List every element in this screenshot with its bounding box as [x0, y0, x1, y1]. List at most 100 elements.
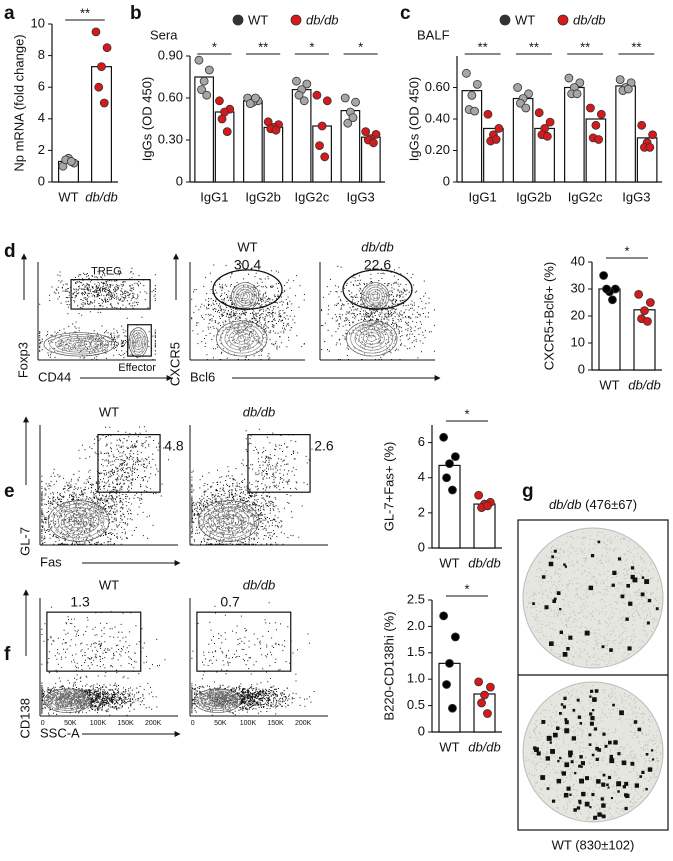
data-point [474, 490, 484, 500]
contour [193, 688, 242, 713]
gate-value: 4.8 [164, 437, 184, 453]
y-tick-label: 0 [418, 723, 425, 738]
flow-x-label: Fas [40, 554, 62, 569]
x-tick-label: WT [439, 555, 459, 570]
gate-label: TREG [91, 266, 122, 278]
x-tick-label: db/db [468, 739, 501, 754]
data-point [94, 82, 104, 92]
contour [43, 688, 92, 713]
contour [372, 293, 378, 299]
well [522, 681, 664, 823]
data-point [470, 106, 479, 116]
data-point [591, 120, 601, 130]
panel-letter: d [4, 241, 16, 262]
gate-value: 1.3 [70, 593, 90, 609]
data-point [483, 709, 492, 718]
contour [237, 335, 247, 342]
flow-x-label: SSC-A [40, 725, 80, 740]
contour [67, 340, 92, 349]
data-point [202, 90, 212, 100]
contour [218, 513, 240, 529]
data-point [102, 43, 112, 53]
data-point [299, 96, 309, 106]
event-dots [41, 606, 166, 716]
data-point [645, 142, 655, 152]
significance-label: ** [258, 39, 268, 54]
data-point [648, 130, 657, 140]
gate [70, 279, 151, 310]
bar [243, 100, 263, 183]
contour [232, 332, 251, 345]
data-point [91, 27, 101, 37]
data-point [251, 93, 260, 103]
x-tick-label: IgG1 [469, 189, 497, 204]
data-point [442, 473, 451, 483]
data-point [442, 680, 451, 689]
legend-label: db/db [573, 12, 606, 27]
y-tick-label: 0 [418, 539, 425, 554]
spots [533, 689, 655, 820]
y-tick-label: 0.40 [425, 110, 450, 125]
condition-label: WT [99, 577, 119, 592]
data-point [322, 96, 332, 106]
y-tick-label: 2.0 [407, 618, 425, 633]
contour [233, 284, 258, 309]
contour [43, 332, 116, 357]
y-tick-label: 0.5 [407, 697, 425, 712]
data-point [340, 93, 350, 103]
data-point [271, 125, 281, 135]
data-point [596, 109, 606, 119]
data-point [348, 113, 358, 122]
contour [136, 339, 141, 346]
flow-y-label: CD138 [17, 698, 32, 738]
contour [213, 510, 245, 532]
data-point [491, 135, 501, 144]
y-tick-label: 40 [571, 253, 585, 268]
flow-x-label: CD44 [38, 369, 71, 384]
contour [216, 320, 268, 357]
data-point [448, 703, 457, 713]
gate [97, 434, 161, 493]
data-point [599, 271, 609, 280]
well-label: WT (830±102) [552, 837, 635, 852]
contour [205, 694, 230, 707]
data-point [97, 62, 106, 72]
contour [358, 329, 385, 348]
y-tick-label: 10 [31, 15, 45, 30]
panel-letter: b [130, 3, 142, 24]
y-axis-label: IgGs (OD 450) [139, 77, 154, 162]
y-tick-label: 0 [176, 173, 183, 188]
y-tick-label: 4 [418, 469, 425, 484]
event-dots [39, 267, 156, 360]
data-point [483, 501, 492, 511]
contour [51, 692, 84, 709]
gate [46, 611, 142, 672]
data-point [99, 98, 109, 108]
contour [350, 323, 394, 354]
flow-x-tick: 100K [90, 720, 107, 727]
data-point [245, 99, 255, 108]
x-tick-label: IgG1 [200, 189, 228, 204]
x-tick-label: db/db [85, 189, 118, 204]
condition-label: db/db [361, 239, 394, 254]
y-axis-label: Np mRNA (fold change) [11, 34, 26, 171]
contour [240, 291, 251, 302]
data-point [199, 76, 209, 86]
data-point [521, 103, 531, 113]
bar [564, 86, 585, 183]
y-tick-label: 0 [38, 173, 45, 188]
data-point [439, 611, 449, 621]
significance-label: ** [580, 39, 590, 54]
data-point [462, 68, 471, 78]
gate-label: Effector [118, 362, 156, 374]
y-tick-label: 2 [418, 504, 425, 519]
data-point [594, 135, 604, 144]
significance-label: ** [80, 5, 90, 20]
contour [208, 507, 250, 535]
contour [370, 291, 381, 302]
x-tick-label: WT [58, 189, 78, 204]
contour [130, 329, 147, 355]
significance-label: * [309, 39, 314, 54]
legend-label: db/db [306, 12, 339, 27]
